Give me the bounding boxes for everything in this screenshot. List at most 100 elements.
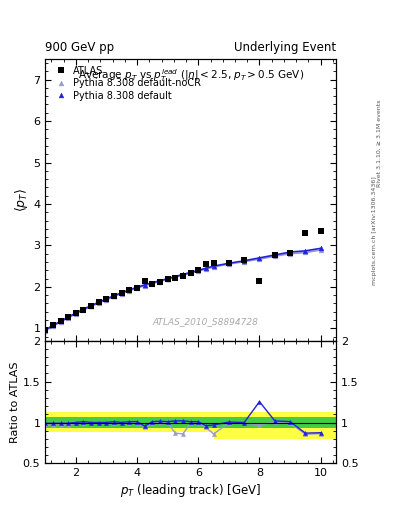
Pythia 8.308 default-noCR [119, 290, 124, 296]
ATLAS [242, 258, 246, 264]
Pythia 8.308 default [272, 252, 277, 258]
ATLAS [58, 318, 63, 324]
Pythia 8.308 default [318, 245, 323, 251]
ATLAS [303, 230, 308, 236]
Pythia 8.308 default [173, 273, 178, 280]
Y-axis label: $\langle p_T \rangle$: $\langle p_T \rangle$ [13, 188, 30, 212]
Pythia 8.308 default-noCR [43, 328, 48, 334]
Pythia 8.308 default-noCR [226, 261, 231, 267]
ATLAS [188, 270, 193, 276]
ATLAS [66, 314, 70, 320]
Pythia 8.308 default [257, 255, 262, 261]
Pythia 8.308 default-noCR [242, 259, 246, 265]
ATLAS [127, 287, 132, 293]
Pythia 8.308 default [303, 248, 308, 254]
Pythia 8.308 default-noCR [127, 288, 132, 294]
ATLAS [119, 290, 124, 296]
ATLAS [43, 327, 48, 333]
ATLAS [165, 276, 170, 283]
Pythia 8.308 default [43, 327, 48, 333]
ATLAS [257, 278, 262, 284]
Pythia 8.308 default-noCR [158, 279, 162, 285]
Pythia 8.308 default [142, 282, 147, 288]
ATLAS [50, 322, 55, 328]
ATLAS [173, 275, 178, 281]
Pythia 8.308 default [196, 267, 200, 273]
Pythia 8.308 default-noCR [272, 253, 277, 259]
Pythia 8.308 default-noCR [165, 276, 170, 283]
Pythia 8.308 default-noCR [188, 270, 193, 276]
ATLAS [150, 281, 155, 287]
Pythia 8.308 default [127, 287, 132, 293]
ATLAS [96, 299, 101, 305]
Pythia 8.308 default-noCR [112, 293, 116, 300]
Pythia 8.308 default [288, 249, 292, 255]
ATLAS [158, 279, 162, 285]
ATLAS [196, 267, 200, 273]
ATLAS [112, 293, 116, 299]
ATLAS [211, 260, 216, 266]
Text: 900 GeV pp: 900 GeV pp [45, 41, 114, 54]
Text: Average $p_T$ vs $p_T^{lead}$ ($|\eta| < 2.5$, $p_T > 0.5$ GeV): Average $p_T$ vs $p_T^{lead}$ ($|\eta| <… [77, 68, 304, 84]
Pythia 8.308 default-noCR [142, 283, 147, 289]
Y-axis label: Ratio to ATLAS: Ratio to ATLAS [10, 361, 20, 443]
Pythia 8.308 default [135, 284, 140, 290]
Pythia 8.308 default [204, 265, 208, 271]
ATLAS [142, 278, 147, 284]
Pythia 8.308 default [165, 275, 170, 282]
Text: ATLAS_2010_S8894728: ATLAS_2010_S8894728 [152, 317, 258, 326]
Pythia 8.308 default [58, 318, 63, 325]
ATLAS [272, 251, 277, 258]
Pythia 8.308 default-noCR [50, 323, 55, 329]
X-axis label: $p_T$ (leading track) [GeV]: $p_T$ (leading track) [GeV] [120, 482, 261, 499]
ATLAS [89, 303, 94, 309]
Pythia 8.308 default [211, 263, 216, 269]
Pythia 8.308 default-noCR [73, 311, 78, 317]
Line: Pythia 8.308 default-noCR: Pythia 8.308 default-noCR [43, 248, 323, 333]
Pythia 8.308 default-noCR [257, 256, 262, 262]
Pythia 8.308 default [81, 306, 86, 312]
Pythia 8.308 default [89, 303, 94, 309]
Line: ATLAS: ATLAS [42, 228, 323, 332]
Pythia 8.308 default [158, 278, 162, 284]
Pythia 8.308 default [119, 290, 124, 296]
Line: Pythia 8.308 default: Pythia 8.308 default [43, 246, 323, 332]
Pythia 8.308 default-noCR [204, 266, 208, 272]
Pythia 8.308 default [66, 314, 70, 320]
Pythia 8.308 default [73, 310, 78, 316]
Pythia 8.308 default [242, 258, 246, 264]
Pythia 8.308 default-noCR [81, 307, 86, 313]
Pythia 8.308 default [188, 269, 193, 275]
ATLAS [318, 228, 323, 234]
Pythia 8.308 default-noCR [318, 247, 323, 253]
Pythia 8.308 default [112, 292, 116, 298]
ATLAS [135, 285, 140, 291]
Pythia 8.308 default-noCR [150, 281, 155, 287]
ATLAS [81, 307, 86, 313]
ATLAS [181, 272, 185, 279]
Pythia 8.308 default [50, 323, 55, 329]
ATLAS [226, 260, 231, 266]
Pythia 8.308 default-noCR [96, 300, 101, 306]
Pythia 8.308 default-noCR [288, 251, 292, 257]
Pythia 8.308 default-noCR [303, 249, 308, 255]
Pythia 8.308 default-noCR [181, 272, 185, 279]
ATLAS [204, 261, 208, 267]
ATLAS [104, 296, 109, 302]
Pythia 8.308 default-noCR [135, 285, 140, 291]
Text: Underlying Event: Underlying Event [234, 41, 336, 54]
Pythia 8.308 default [104, 296, 109, 302]
Pythia 8.308 default-noCR [211, 264, 216, 270]
ATLAS [288, 250, 292, 256]
Text: Rivet 3.1.10, ≥ 3.1M events: Rivet 3.1.10, ≥ 3.1M events [377, 100, 382, 187]
Pythia 8.308 default [150, 280, 155, 286]
Pythia 8.308 default-noCR [58, 319, 63, 325]
Legend: ATLAS, Pythia 8.308 default-noCR, Pythia 8.308 default: ATLAS, Pythia 8.308 default-noCR, Pythia… [50, 63, 203, 102]
Pythia 8.308 default-noCR [66, 315, 70, 321]
Pythia 8.308 default [96, 299, 101, 305]
Pythia 8.308 default-noCR [173, 274, 178, 281]
ATLAS [73, 310, 78, 316]
Text: mcplots.cern.ch [arXiv:1306.3436]: mcplots.cern.ch [arXiv:1306.3436] [372, 176, 376, 285]
Pythia 8.308 default-noCR [89, 303, 94, 309]
Pythia 8.308 default-noCR [196, 268, 200, 274]
